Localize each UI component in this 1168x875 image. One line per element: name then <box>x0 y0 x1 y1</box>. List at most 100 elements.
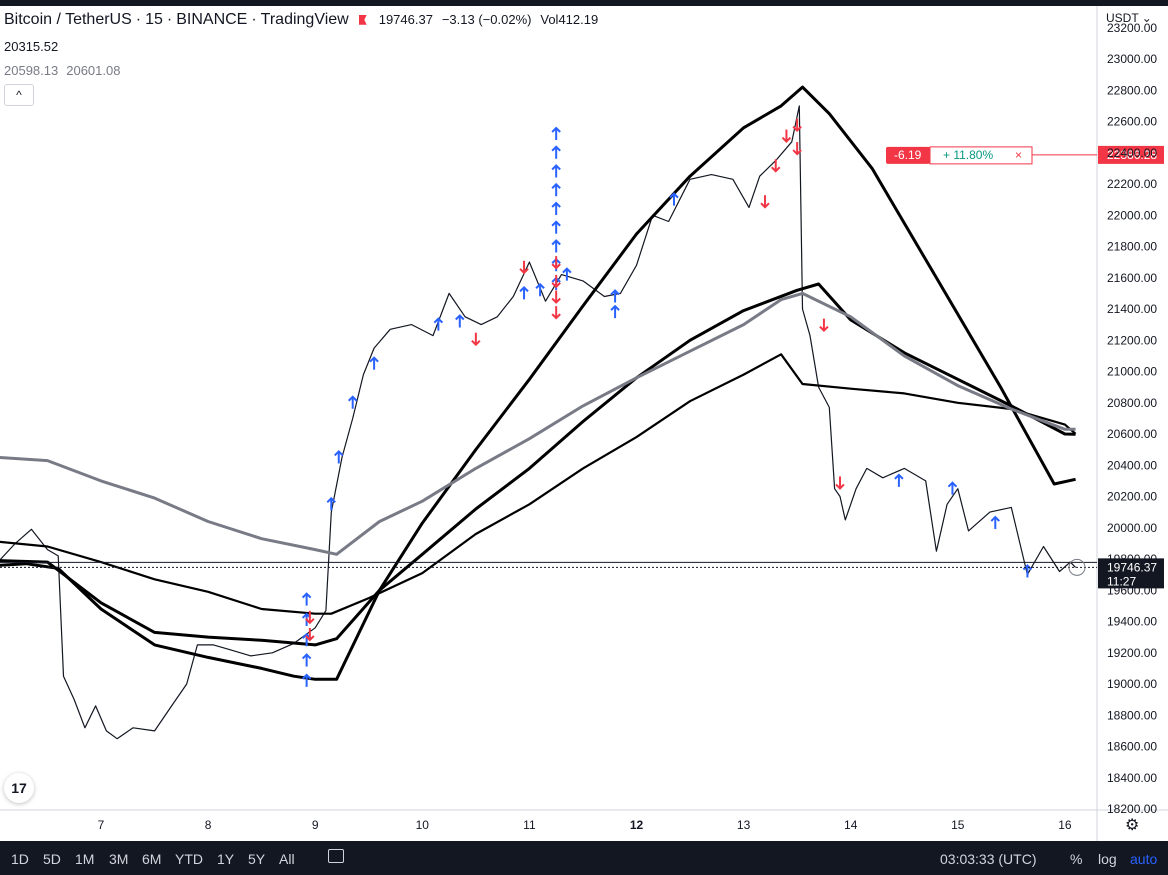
buy-arrow-icon <box>947 481 958 495</box>
time-tick-label: 11 <box>523 818 536 832</box>
buy-arrow-icon <box>551 164 561 178</box>
arrow-head <box>471 339 481 347</box>
buy-arrow-icon <box>301 653 312 667</box>
arrow-head <box>455 314 465 321</box>
flag-icon[interactable] <box>358 14 367 25</box>
range-1d-button[interactable]: 1D <box>11 851 29 867</box>
arrow-head <box>369 356 379 363</box>
indicator-2-values: 20598.13 20601.08 <box>4 63 128 78</box>
buy-arrow-icon <box>535 282 545 297</box>
arrow-head <box>562 267 572 274</box>
arrow-head <box>610 304 620 311</box>
buy-arrow-icon <box>551 201 561 215</box>
sell-arrow-icon <box>551 290 561 304</box>
buy-arrow-icon <box>301 673 312 687</box>
price-change: −3.13 (−0.02%) <box>441 12 532 27</box>
price-tick-label: 22800.00 <box>1107 83 1157 97</box>
range-1m-button[interactable]: 1M <box>75 851 95 867</box>
currency-selector[interactable]: USDT ⌄ <box>1106 11 1152 25</box>
series-ma-slow <box>0 353 1077 615</box>
last-price-label: 19746.37 <box>1107 560 1157 574</box>
buy-arrow-icon <box>519 285 529 300</box>
arrow-head <box>535 282 545 289</box>
price-tick-label: 18400.00 <box>1107 771 1157 785</box>
price-tick-label: 21400.00 <box>1107 302 1157 316</box>
time-tick-label: 12 <box>630 818 644 832</box>
percent-scale-toggle[interactable]: % <box>1070 851 1083 867</box>
log-scale-toggle[interactable]: log <box>1098 851 1117 867</box>
price-tick-label: 19400.00 <box>1107 615 1157 629</box>
arrow-head <box>551 297 561 304</box>
order-pct-box[interactable] <box>929 146 1033 165</box>
arrow-head <box>947 481 958 488</box>
range-6m-button[interactable]: 6M <box>142 851 162 867</box>
buy-arrow-icon <box>1022 564 1033 578</box>
range-1y-button[interactable]: 1Y <box>217 851 235 867</box>
series-ma-slow2 <box>0 291 1076 556</box>
buy-arrow-icon <box>551 126 561 140</box>
arrow-head <box>305 635 315 642</box>
range-5y-button[interactable]: 5Y <box>248 851 266 867</box>
arrow-head <box>792 149 802 156</box>
price-tick-label: 23000.00 <box>1107 52 1157 66</box>
arrow-head <box>760 202 770 209</box>
auto-scale-toggle[interactable]: auto <box>1130 851 1158 867</box>
price-tick-label: 20600.00 <box>1107 427 1157 441</box>
symbol-name[interactable]: Bitcoin / TetherUS <box>4 11 132 28</box>
buy-arrow-icon <box>455 314 465 328</box>
range-ytd-button[interactable]: YTD <box>175 851 203 867</box>
arrow-head <box>835 483 845 490</box>
source-label: TradingView <box>260 11 349 28</box>
series-ma-mid <box>0 282 1076 647</box>
arrow-head <box>551 126 561 133</box>
price-tick-label: 19600.00 <box>1107 583 1157 597</box>
order-price-label: 22386.28 <box>1107 148 1157 162</box>
arrow-head <box>334 450 344 457</box>
tradingview-logo-icon[interactable]: 17 <box>4 773 34 803</box>
arrow-head <box>894 473 904 480</box>
arrow-head <box>781 136 792 143</box>
range-all-button[interactable]: All <box>279 851 295 867</box>
arrow-head <box>1022 564 1033 571</box>
collapse-legend-button[interactable]: ^ <box>4 84 34 106</box>
price-tick-label: 21000.00 <box>1107 365 1157 379</box>
price-tick-label: 18200.00 <box>1107 802 1157 816</box>
gear-icon[interactable]: ⚙ <box>1125 817 1140 834</box>
arrow-head <box>326 496 336 504</box>
range-5d-button[interactable]: 5D <box>43 851 61 867</box>
price-tick-label: 20000.00 <box>1107 521 1157 535</box>
arrow-head <box>301 673 312 680</box>
exchange-label: BINANCE <box>176 11 248 28</box>
price-tick-label: 21200.00 <box>1107 333 1157 347</box>
arrow-head <box>519 268 529 275</box>
arrow-head <box>551 263 561 270</box>
indicator-2a-value: 20598.13 <box>4 63 59 78</box>
crosshair-icon[interactable] <box>1068 558 1086 576</box>
arrow-head <box>301 592 312 599</box>
sell-arrow-icon <box>760 195 770 209</box>
sell-arrow-icon <box>792 142 802 156</box>
buy-arrow-icon <box>347 395 358 409</box>
buy-arrow-icon <box>551 239 561 253</box>
order-left-box[interactable] <box>886 146 930 164</box>
buy-arrow-icon <box>551 145 561 159</box>
arrow-head <box>990 515 1000 522</box>
buy-arrow-icon <box>334 450 344 464</box>
order-price-box <box>1098 145 1164 164</box>
close-icon[interactable]: × <box>1015 148 1022 162</box>
last-close: 19746.37 <box>378 12 433 27</box>
last-price-box <box>1098 558 1164 589</box>
buy-arrow-icon <box>551 220 561 234</box>
utc-clock[interactable]: 03:03:33 (UTC) <box>940 851 1037 867</box>
sell-arrow-icon <box>305 610 315 625</box>
range-3m-button[interactable]: 3M <box>109 851 129 867</box>
price-tick-label: 20200.00 <box>1107 490 1157 504</box>
arrow-head <box>669 192 679 199</box>
calendar-icon[interactable] <box>328 849 344 863</box>
buy-arrow-icon <box>610 289 620 303</box>
interval-label[interactable]: 15 <box>145 11 163 28</box>
arrow-head <box>551 313 561 320</box>
price-tick-label: 19000.00 <box>1107 677 1157 691</box>
sell-arrow-icon <box>771 159 781 173</box>
